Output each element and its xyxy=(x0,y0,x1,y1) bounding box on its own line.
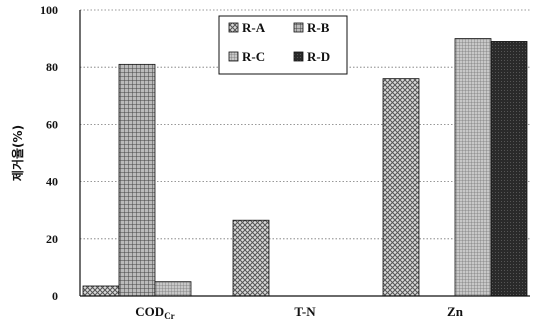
y-tick-label: 100 xyxy=(40,3,58,17)
category-label: CODCr xyxy=(135,304,174,321)
bar-r-a-t-n xyxy=(232,219,270,297)
legend-swatch-r-b xyxy=(293,22,304,33)
bar-r-a-cod xyxy=(82,285,120,297)
legend-swatch-r-a xyxy=(228,22,239,33)
bar-r-a-zn xyxy=(382,78,420,297)
bars xyxy=(82,38,528,297)
y-axis-label: 제거율(%) xyxy=(10,125,25,181)
category-label-text: Zn xyxy=(447,304,464,319)
legend: R-A R-B R-C R-D xyxy=(218,15,348,75)
category-label: Zn xyxy=(447,304,464,319)
bar-r-b-cod xyxy=(118,63,156,297)
legend-label-r-d: R-D xyxy=(307,49,330,64)
bar-r-c-zn xyxy=(454,38,492,297)
category-label-text: COD xyxy=(135,304,164,319)
y-tick-label: 20 xyxy=(46,232,58,246)
y-tick-labels: 0 20 40 60 80 100 xyxy=(40,3,58,303)
legend-label-r-c: R-C xyxy=(242,49,265,64)
legend-swatch-r-d xyxy=(293,51,304,62)
legend-label-r-a: R-A xyxy=(242,20,266,35)
legend-label-r-b: R-B xyxy=(307,20,330,35)
legend-box xyxy=(218,15,348,75)
bar-r-d-zn xyxy=(490,41,528,297)
bar-r-c-cod xyxy=(154,281,192,297)
legend-swatch-r-c xyxy=(228,51,239,62)
category-label-subscript: Cr xyxy=(164,311,175,321)
y-tick-label: 0 xyxy=(52,289,58,303)
category-labels: CODCr T-N Zn xyxy=(135,304,463,321)
y-tick-label: 60 xyxy=(46,117,58,131)
y-tick-label: 80 xyxy=(46,60,58,74)
y-tick-label: 40 xyxy=(46,175,58,189)
category-label: T-N xyxy=(294,304,316,319)
category-label-text: T-N xyxy=(294,304,316,319)
